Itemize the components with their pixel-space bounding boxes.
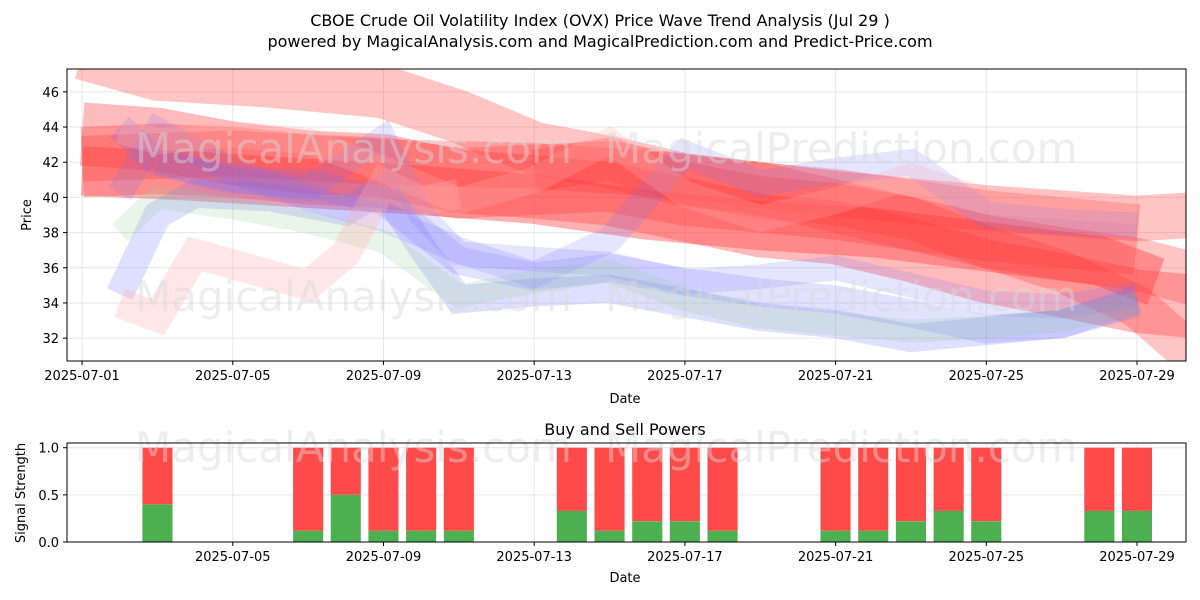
powers-title: Buy and Sell Powers [544,420,706,439]
sell-bar [1121,447,1152,511]
price-x-tick-label: 2025-07-29 [1099,369,1175,384]
powers-y-axis-label: Signal Strength [14,443,29,543]
price-y-tick-label: 34 [42,297,59,312]
sell-bar [293,447,324,531]
powers-y-tick-label: 0.0 [38,536,59,551]
price-x-tick-label: 2025-07-13 [496,369,572,384]
sell-bar [594,447,625,531]
buy-bar [1084,510,1115,542]
price-axes-frame [66,68,1187,362]
price-x-tick-label: 2025-07-25 [949,369,1025,384]
buy-bar [669,521,700,542]
buy-bar [142,504,173,542]
sell-bar [406,447,437,531]
powers-x-tick-label: 2025-07-25 [949,550,1025,565]
price-x-tick-label: 2025-07-01 [44,369,120,384]
sell-bar [330,447,361,495]
buy-bar [707,530,738,542]
sell-bar [933,447,964,511]
wave-red-wave-4 [74,69,1186,305]
buy-bar [1121,510,1152,542]
sell-bar [707,447,738,531]
price-y-axis-label: Price [20,199,35,231]
sell-bar [971,447,1002,522]
powers-x-axis-label: Date [609,571,640,586]
wave-red-wave-3 [80,146,1165,305]
powers-x-tick-label: 2025-07-09 [346,550,422,565]
powers-axes-frame [66,442,1187,543]
price-ticks: 2025-07-01 2025-07-05 2025-07-09 2025-07-13… [42,86,1174,384]
watermark-mid-left: MagicalAnalysis.com [135,272,572,321]
wave-green-wave-1 [111,185,1140,343]
chart-title: CBOE Crude Oil Volatility Index (OVX) Pr… [310,11,890,30]
buy-bar [632,521,663,542]
wave-pink-wave-1 [114,163,462,336]
wave-red-wave-6 [530,137,1186,361]
price-x-tick-label: 2025-07-21 [798,369,874,384]
powers-x-tick-label: 2025-07-21 [798,550,874,565]
price-x-axis-label: Date [609,392,640,407]
price-x-tick-label: 2025-07-09 [346,369,422,384]
wave-blue-wave-3 [108,113,1138,289]
buy-bar [971,521,1002,542]
powers-y-tick-label: 0.5 [38,489,59,504]
price-y-tick-label: 40 [42,191,59,206]
wave-red-wave-5 [81,130,1186,242]
price-waves [74,69,1186,361]
buy-bar [293,530,324,542]
sell-bar [368,447,399,531]
buy-bar [820,530,851,542]
wave-pink-wave-2 [116,117,1138,233]
price-x-tick-label: 2025-07-17 [647,369,723,384]
sell-bar [858,447,889,531]
powers-x-tick-label: 2025-07-29 [1099,550,1175,565]
price-grid [67,69,1186,361]
sell-bar [443,447,474,531]
buy-bar [858,530,889,542]
buy-bar [556,510,587,542]
chart-subtitle: powered by MagicalAnalysis.com and Magic… [267,32,932,51]
sell-bar [895,447,926,522]
price-y-tick-label: 42 [42,156,59,171]
buy-bar [933,510,964,542]
buy-bar [368,530,399,542]
powers-x-tick-label: 2025-07-05 [195,550,271,565]
watermark-bottom-left: MagicalAnalysis.com [135,423,572,472]
buy-bar [406,530,437,542]
price-x-tick-label: 2025-07-05 [195,369,271,384]
wave-red-wave-2 [80,123,1141,275]
price-y-tick-label: 38 [42,227,59,242]
watermark-top-right: MagicalPrediction.com [605,124,1078,173]
wave-blue-wave-4 [154,119,1139,319]
price-y-tick-label: 32 [42,332,59,347]
price-y-tick-label: 36 [42,262,59,277]
buy-bar [443,530,474,542]
sell-bar [556,447,587,511]
sell-bar [142,447,173,505]
wave-blue-wave-2 [110,116,1141,344]
watermark-mid-right: MagicalPrediction.com [605,272,1078,321]
wave-blue-wave-1 [107,169,1142,353]
buy-bar [594,530,625,542]
powers-x-tick-label: 2025-07-13 [496,550,572,565]
watermark-top-left: MagicalAnalysis.com [135,124,572,173]
powers-x-tick-label: 2025-07-17 [647,550,723,565]
sell-bar [632,447,663,522]
buy-bar [330,494,361,542]
sell-bar [669,447,700,522]
wave-red-wave-1 [79,102,1186,338]
powers-bars [142,447,1152,542]
watermark-bottom-right: MagicalPrediction.com [605,423,1078,472]
buy-bar [895,521,926,542]
sell-bar [820,447,851,531]
price-y-tick-label: 44 [42,121,59,136]
sell-bar [1084,447,1115,511]
price-y-tick-label: 46 [42,86,59,101]
powers-y-tick-label: 1.0 [38,442,59,457]
powers-ticks: 2025-07-05 2025-07-09 2025-07-13 2025-07-17… [38,442,1174,565]
